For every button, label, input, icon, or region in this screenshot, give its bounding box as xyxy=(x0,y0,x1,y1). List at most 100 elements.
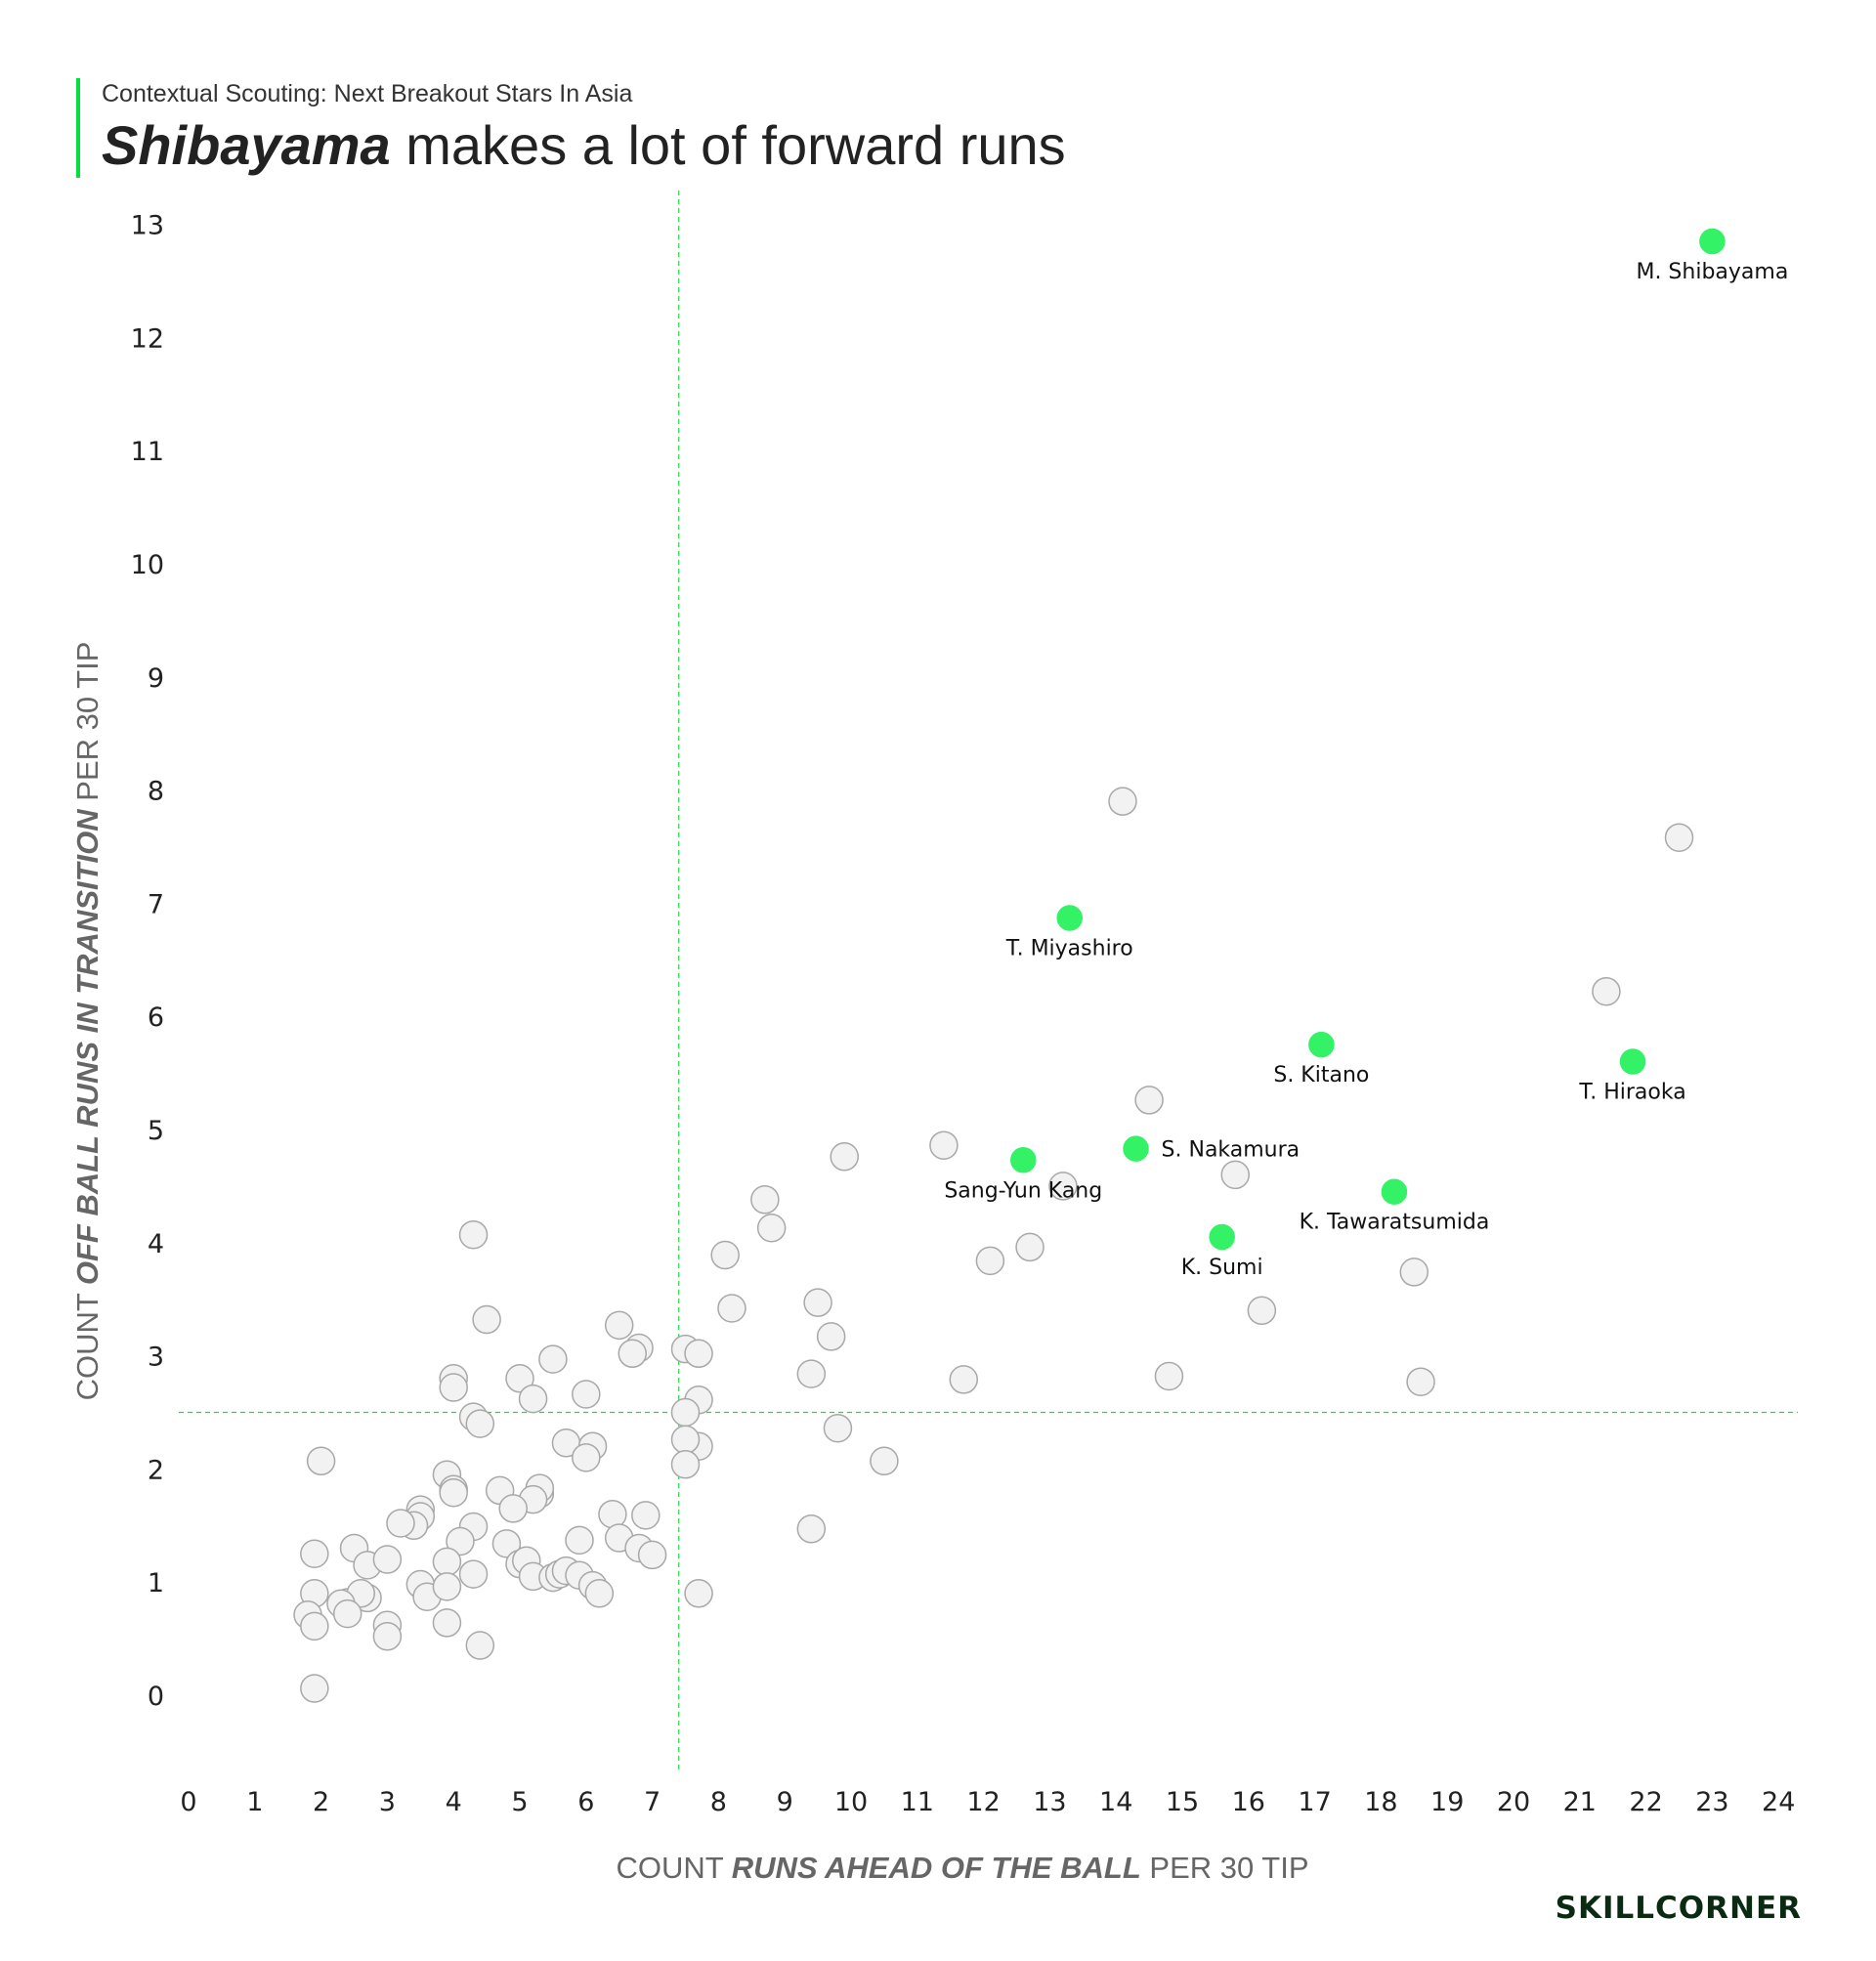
player-point xyxy=(386,1509,415,1538)
player-point xyxy=(870,1446,899,1476)
x-tick-label: 21 xyxy=(1563,1787,1597,1817)
y-tick-label: 4 xyxy=(148,1229,164,1259)
highlighted-player-point xyxy=(1008,1145,1039,1175)
title-highlight: Shibayama xyxy=(102,114,391,176)
y-tick-label: 7 xyxy=(148,889,164,919)
y-axis-label: COUNT OFF BALL RUNS IN TRANSITION PER 30… xyxy=(70,642,105,1401)
chart-subtitle: Contextual Scouting: Next Breakout Stars… xyxy=(102,80,633,107)
player-point xyxy=(465,1409,495,1438)
player-label: S. Nakamura xyxy=(1162,1138,1300,1163)
player-point xyxy=(1015,1232,1045,1262)
reference-lines xyxy=(179,191,1798,1773)
player-point xyxy=(491,1529,522,1558)
player-point xyxy=(618,1339,648,1369)
player-point xyxy=(670,1450,701,1479)
x-tick-label: 6 xyxy=(577,1787,594,1817)
player-point xyxy=(1220,1160,1250,1190)
player-point xyxy=(518,1384,548,1414)
highlighted-player-point xyxy=(1697,227,1727,256)
x-tick-label: 2 xyxy=(313,1787,329,1817)
player-point xyxy=(584,1579,615,1608)
player-label: K. Tawaratsumida xyxy=(1300,1211,1490,1235)
x-tick-label: 14 xyxy=(1099,1787,1132,1817)
x-tick-label: 23 xyxy=(1695,1787,1728,1817)
player-label: M. Shibayama xyxy=(1636,260,1788,284)
x-tick-label: 8 xyxy=(710,1787,727,1817)
player-point xyxy=(472,1304,501,1335)
player-point xyxy=(372,1545,403,1574)
y-axis-label-bold: OFF BALL RUNS IN TRANSITION xyxy=(70,809,105,1285)
highlighted-player-point xyxy=(1054,903,1085,933)
y-tick-label: 12 xyxy=(131,323,164,354)
highlighted-players: M. Shibayama T. Miyashiro S. Kitano T. Hira… xyxy=(944,227,1788,1280)
x-tick-label: 22 xyxy=(1629,1787,1662,1817)
player-point xyxy=(1399,1258,1429,1287)
player-point xyxy=(300,1674,329,1703)
x-tick-label: 9 xyxy=(777,1787,793,1817)
player-label: S. Kitano xyxy=(1273,1063,1369,1087)
y-tick-label: 8 xyxy=(148,777,164,807)
y-tick-label: 5 xyxy=(148,1116,164,1146)
title-rest: makes a lot of forward runs xyxy=(405,114,1066,176)
player-point xyxy=(1406,1367,1435,1396)
player-point xyxy=(505,1364,534,1393)
x-tick-label: 11 xyxy=(901,1787,934,1817)
player-point xyxy=(670,1425,701,1455)
x-tick-label: 16 xyxy=(1232,1787,1265,1817)
x-tick-label: 13 xyxy=(1033,1787,1066,1817)
player-point xyxy=(796,1514,827,1544)
chart-title: Shibayama makes a lot of forward runs xyxy=(102,113,1066,178)
player-point xyxy=(1154,1361,1184,1391)
player-point xyxy=(796,1359,827,1388)
x-tick-label: 17 xyxy=(1298,1787,1331,1817)
x-axis-label: COUNT RUNS AHEAD OF THE BALL PER 30 TIP xyxy=(616,1851,1308,1885)
player-point xyxy=(1664,823,1694,852)
highlighted-player-point xyxy=(1207,1222,1237,1252)
player-point xyxy=(823,1413,853,1443)
player-point xyxy=(975,1246,1005,1276)
x-tick-label: 7 xyxy=(644,1787,661,1817)
chart-header: Contextual Scouting: Next Breakout Stars… xyxy=(76,78,1066,178)
player-point xyxy=(830,1142,859,1172)
x-tick-label: 18 xyxy=(1364,1787,1397,1817)
player-point xyxy=(439,1373,468,1402)
y-tick-label: 6 xyxy=(148,1002,164,1033)
y-tick-label: 9 xyxy=(148,663,164,694)
player-point xyxy=(465,1631,495,1660)
x-tick-label: 3 xyxy=(379,1787,396,1817)
y-axis-label-prefix: COUNT xyxy=(70,1285,105,1400)
skillcorner-logo: SKILLCORNER xyxy=(1555,1891,1802,1926)
x-tick-label: 15 xyxy=(1166,1787,1199,1817)
player-point xyxy=(604,1310,634,1341)
player-point xyxy=(439,1477,468,1508)
player-point xyxy=(1134,1086,1164,1115)
x-tick-label: 20 xyxy=(1497,1787,1530,1817)
player-label: T. Hiraoka xyxy=(1578,1081,1685,1105)
player-point xyxy=(637,1540,667,1570)
highlighted-player-point xyxy=(1306,1030,1337,1059)
other-players xyxy=(293,787,1694,1703)
y-tick-label: 3 xyxy=(148,1343,164,1373)
player-point xyxy=(572,1443,601,1472)
player-point xyxy=(332,1599,362,1629)
player-point xyxy=(929,1130,959,1160)
player-point xyxy=(717,1294,746,1323)
x-tick-label: 12 xyxy=(966,1787,1000,1817)
player-point xyxy=(1048,1172,1078,1201)
player-point xyxy=(1592,976,1621,1006)
x-tick-label: 10 xyxy=(834,1787,868,1817)
x-tick-label: 1 xyxy=(246,1787,263,1817)
player-point xyxy=(684,1579,713,1608)
player-point xyxy=(432,1547,462,1577)
player-point xyxy=(446,1526,475,1556)
player-point xyxy=(1247,1296,1277,1326)
player-point xyxy=(756,1213,787,1243)
player-point xyxy=(538,1344,568,1374)
player-point xyxy=(498,1494,528,1523)
player-point xyxy=(300,1611,329,1641)
x-tick-label: 24 xyxy=(1762,1787,1795,1817)
player-point xyxy=(565,1525,594,1556)
player-point xyxy=(458,1219,489,1250)
x-tick-label: 4 xyxy=(446,1787,462,1817)
